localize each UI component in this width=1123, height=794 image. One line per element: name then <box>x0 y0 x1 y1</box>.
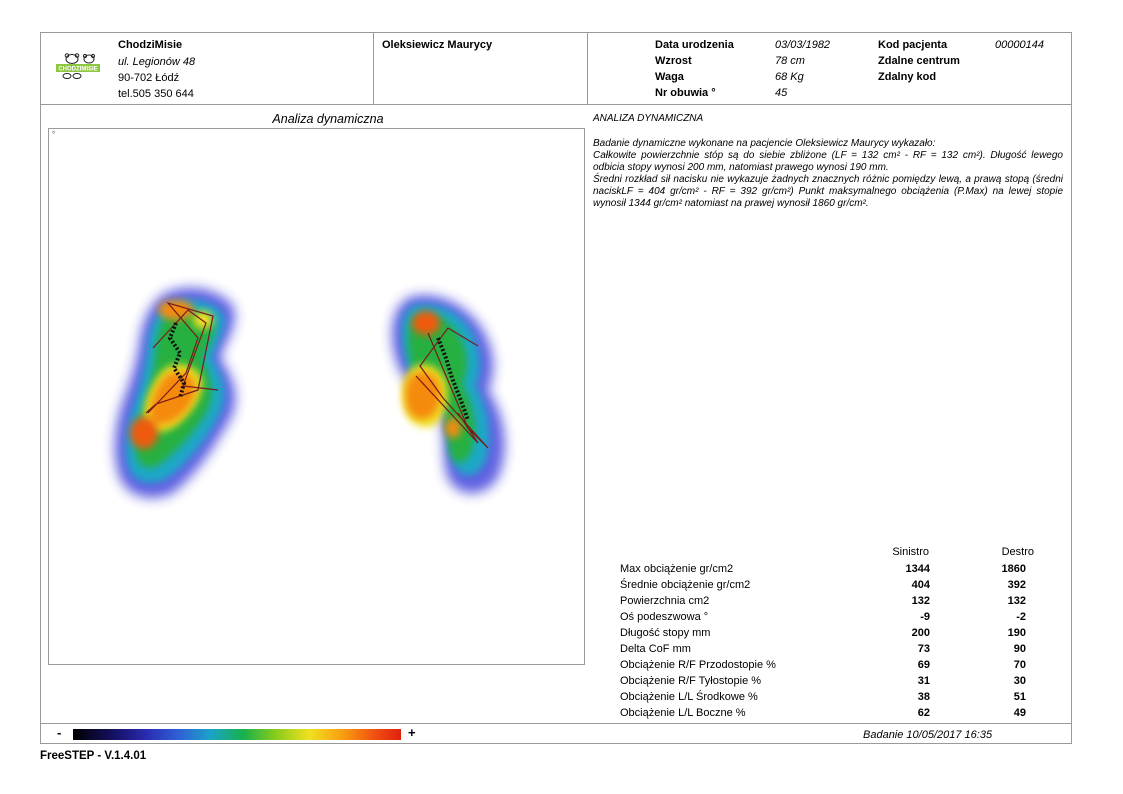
row-label: Średnie obciążenie gr/cm2 <box>620 579 751 591</box>
header-divider <box>40 104 1072 105</box>
plot-corner-mark: ° <box>52 130 56 139</box>
left-value: 132 <box>911 595 930 607</box>
clinic-name: ChodziMisie <box>118 39 183 51</box>
birthdate-value: 03/03/1982 <box>775 39 831 51</box>
patient-code-label: Kod pacjenta <box>878 39 948 51</box>
table-row: Delta CoF mm 73 90 <box>620 641 1040 657</box>
clinic-phone: tel.505 350 644 <box>118 88 194 100</box>
logo-text: CHODZIMISIE <box>58 67 97 73</box>
stats-header-row: Sinistro Destro <box>620 542 1040 561</box>
right-value: 90 <box>1013 643 1026 655</box>
row-label: Delta CoF mm <box>620 643 691 655</box>
right-foot-header: Destro <box>1001 545 1034 558</box>
height-value: 78 cm <box>775 55 805 67</box>
report-line: Średni rozkład sił nacisku nie wykazuje … <box>593 174 1063 209</box>
left-foot-header: Sinistro <box>892 545 929 558</box>
clinic-city: 90-702 Łódź <box>118 72 180 84</box>
left-value: 31 <box>917 675 930 687</box>
report-line: Całkowite powierzchnie stóp są do siebie… <box>593 150 1063 173</box>
left-value: 1344 <box>905 563 930 575</box>
remote-code-label: Zdalny kod <box>878 71 937 83</box>
table-row: Długość stopy mm 200 190 <box>620 625 1040 641</box>
height-label: Wzrost <box>655 55 692 67</box>
row-label: Oś podeszwowa ° <box>620 611 709 623</box>
report-body: Badanie dynamiczne wykonane na pacjencie… <box>593 138 1063 210</box>
report-title: ANALIZA DYNAMICZNA <box>593 113 704 124</box>
right-value: 1860 <box>1001 563 1026 575</box>
left-value: 404 <box>911 579 930 591</box>
header-col-divider-2 <box>587 32 588 104</box>
right-value: 51 <box>1013 691 1026 703</box>
left-value: -9 <box>920 611 930 623</box>
weight-label: Waga <box>655 71 684 83</box>
scale-min-label: - <box>57 725 62 740</box>
report-frame <box>40 32 1072 744</box>
row-label: Obciążenie L/L Boczne % <box>620 707 746 719</box>
table-row: Obciążenie R/F Przodostopie % 69 70 <box>620 657 1040 673</box>
table-row: Średnie obciążenie gr/cm2 404 392 <box>620 577 1040 593</box>
right-value: 70 <box>1013 659 1026 671</box>
report-line: Badanie dynamiczne wykonane na pacjencie… <box>593 138 936 149</box>
left-value: 38 <box>917 691 930 703</box>
footer-divider <box>40 723 1072 724</box>
header-col-divider-1 <box>373 32 374 104</box>
right-value: -2 <box>1016 611 1026 623</box>
pressure-color-scale <box>73 729 401 740</box>
section-title: Analiza dynamiczna <box>272 112 384 126</box>
remote-center-label: Zdalne centrum <box>878 55 960 67</box>
right-value: 49 <box>1013 707 1026 719</box>
shoe-size-value: 45 <box>775 87 788 99</box>
birthdate-label: Data urodzenia <box>655 39 734 51</box>
left-foot-heatmap <box>114 287 236 498</box>
patient-name: Oleksiewicz Maurycy <box>382 39 493 51</box>
table-row: Powierzchnia cm2 132 132 <box>620 593 1040 609</box>
row-label: Max obciążenie gr/cm2 <box>620 563 734 575</box>
left-value: 62 <box>917 707 930 719</box>
row-label: Długość stopy mm <box>620 627 711 639</box>
right-value: 190 <box>1007 627 1026 639</box>
weight-value: 68 Kg <box>775 71 804 83</box>
table-row: Oś podeszwowa ° -9 -2 <box>620 609 1040 625</box>
row-label: Powierzchnia cm2 <box>620 595 710 607</box>
table-row: Max obciążenie gr/cm2 1344 1860 <box>620 561 1040 577</box>
left-value: 73 <box>917 643 930 655</box>
clinic-logo: CHODZIMISIE <box>56 53 100 79</box>
left-value: 200 <box>911 627 930 639</box>
row-label: Obciążenie R/F Tyłostopie % <box>620 675 762 687</box>
table-row: Obciążenie L/L Boczne % 62 49 <box>620 705 1040 721</box>
row-label: Obciążenie R/F Przodostopie % <box>620 659 776 671</box>
table-row: Obciążenie R/F Tyłostopie % 31 30 <box>620 673 1040 689</box>
scale-max-label: + <box>408 725 416 740</box>
right-value: 30 <box>1013 675 1026 687</box>
stats-table: Sinistro Destro Max obciążenie gr/cm2 13… <box>620 542 1040 721</box>
shoe-size-label: Nr obuwia ° <box>655 87 716 99</box>
left-value: 69 <box>917 659 930 671</box>
table-row: Obciążenie L/L Środkowe % 38 51 <box>620 689 1040 705</box>
right-value: 132 <box>1007 595 1026 607</box>
pressure-map <box>114 287 505 498</box>
pressure-map-panel <box>48 128 585 665</box>
software-version: FreeSTEP - V.1.4.01 <box>40 750 147 762</box>
row-label: Obciążenie L/L Środkowe % <box>620 691 758 703</box>
clinic-address: ul. Legionów 48 <box>118 56 196 68</box>
exam-date: Badanie 10/05/2017 16:35 <box>863 729 993 741</box>
patient-code-value: 00000144 <box>995 39 1044 51</box>
right-value: 392 <box>1007 579 1026 591</box>
right-foot-heatmap <box>392 295 505 494</box>
